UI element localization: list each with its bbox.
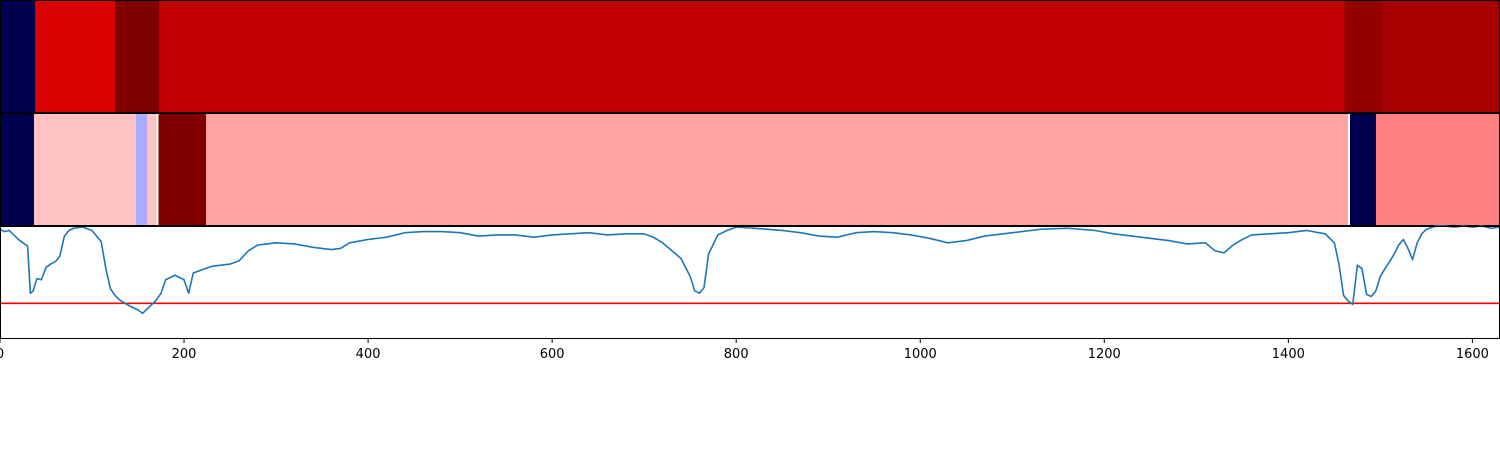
heatmap-1-cells bbox=[0, 1, 1500, 112]
x-tick-label: 600 bbox=[540, 347, 565, 362]
x-tick-label: 0 bbox=[0, 347, 4, 362]
heatmap-1-segment bbox=[34, 1, 116, 112]
x-tick-label: 1400 bbox=[1272, 347, 1305, 362]
heatmap-1-segment bbox=[0, 1, 35, 112]
heatmap-2-segment bbox=[156, 114, 159, 225]
heatmap-panel-1 bbox=[0, 0, 1500, 113]
heatmap-2-cells bbox=[0, 114, 1500, 225]
heatmap-2-segment bbox=[206, 114, 1349, 225]
heatmap-2-segment bbox=[1348, 114, 1350, 225]
line-panel-background bbox=[0, 226, 1500, 339]
x-tick-label: 1000 bbox=[904, 347, 937, 362]
heatmap-2-segment bbox=[158, 114, 207, 225]
x-axis: 0 200 400 600 800 1000 1200 1400 1600 bbox=[0, 338, 1489, 362]
heatmap-1-segment bbox=[115, 1, 160, 112]
heatmap-2-segment bbox=[1350, 114, 1376, 225]
heatmap-2-segment bbox=[136, 114, 148, 225]
heatmap-1-segment bbox=[159, 1, 1345, 112]
line-panel: 0 200 400 600 800 1000 1200 1400 1600 bbox=[0, 225, 1500, 362]
heatmap-1-segment bbox=[1344, 1, 1383, 112]
series-line bbox=[0, 225, 1500, 315]
heatmap-panel-2 bbox=[0, 113, 1500, 226]
x-tick-label: 200 bbox=[172, 347, 197, 362]
heatmap-2-segment bbox=[147, 114, 157, 225]
x-tick-label: 1600 bbox=[1456, 347, 1489, 362]
heatmap-2-segment bbox=[0, 114, 35, 225]
x-tick-label: 1200 bbox=[1088, 347, 1121, 362]
heatmap-1-segment bbox=[1382, 1, 1500, 112]
heatmap-2-segment bbox=[1375, 114, 1500, 225]
x-tick-label: 400 bbox=[356, 347, 381, 362]
x-tick-label: 800 bbox=[724, 347, 749, 362]
heatmap-2-segment bbox=[34, 114, 137, 225]
